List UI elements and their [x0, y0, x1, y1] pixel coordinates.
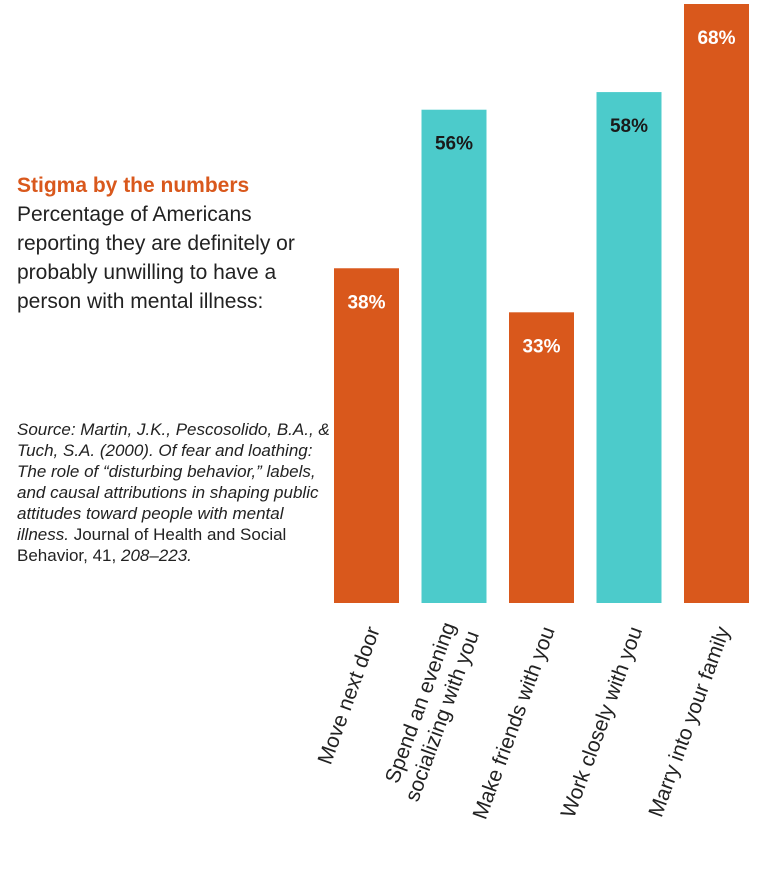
- bar-1: [334, 268, 399, 603]
- bar-2: [421, 109, 487, 604]
- chart-title: Stigma by the numbers: [17, 174, 250, 197]
- source-citation-text: Source: Martin, J.K., Pescosolido, B.A.,…: [17, 420, 330, 544]
- source-journal: Journal of Health and Social Behavior, 4…: [17, 525, 287, 565]
- category-label-1-line-1: Move next door: [314, 624, 385, 768]
- bar-value-label-4: 58%: [610, 116, 648, 137]
- bar-value-label-3: 33%: [522, 336, 560, 357]
- bar-5: [684, 4, 749, 603]
- bar-value-label-2: 56%: [435, 134, 473, 155]
- category-label-4-line-1: Work closely with you: [557, 624, 648, 821]
- category-label-5-line-1: Marry into your family: [644, 623, 734, 820]
- category-label-3: Make friends with you: [469, 624, 560, 823]
- chart-caption: Stigma by the numbers Percentage of Amer…: [17, 174, 337, 316]
- category-label-4: Work closely with you: [557, 624, 648, 821]
- source-pages: 208–223.: [120, 546, 192, 565]
- category-label-3-line-1: Make friends with you: [469, 624, 560, 823]
- bar-value-label-5: 68%: [697, 28, 735, 49]
- bar-4: [596, 92, 662, 604]
- bar-3: [509, 312, 574, 603]
- bar-value-label-1: 38%: [347, 292, 385, 313]
- category-label-1: Move next door: [314, 624, 385, 768]
- chart-subtitle: Percentage of Americans reporting they a…: [17, 203, 295, 313]
- source-citation: Source: Martin, J.K., Pescosolido, B.A.,…: [17, 419, 337, 566]
- category-label-5: Marry into your family: [644, 623, 734, 820]
